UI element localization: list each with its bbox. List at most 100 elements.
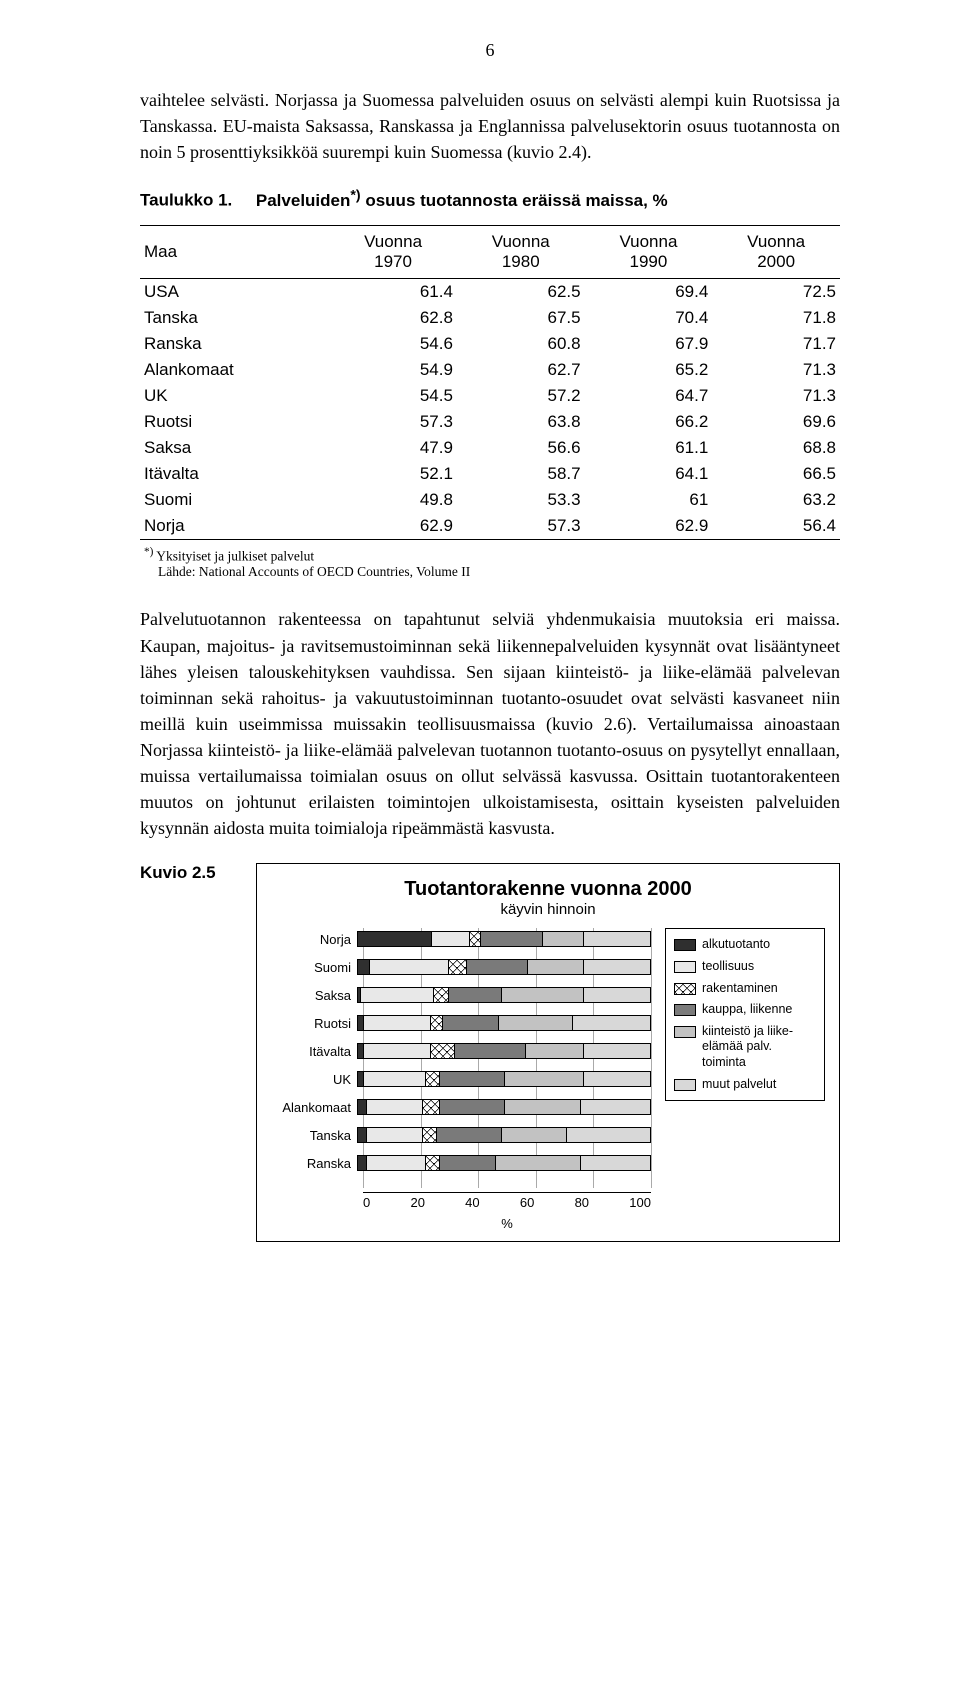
chart-bar-row: UK (271, 1068, 651, 1090)
chart-bar-row: Ruotsi (271, 1012, 651, 1034)
table-cell: 67.9 (585, 331, 713, 357)
table-cell: Alankomaat (140, 357, 329, 383)
chart-bar-row: Tanska (271, 1124, 651, 1146)
chart-x-label: % (363, 1216, 651, 1231)
table-cell: 71.3 (712, 357, 840, 383)
legend-item: kiinteistö ja liike-elämää palv. toimint… (674, 1024, 816, 1071)
legend-label: kauppa, liikenne (702, 1002, 792, 1018)
chart-segment-kiin (498, 1015, 572, 1031)
table-cell: 62.9 (329, 513, 457, 540)
legend-label: muut palvelut (702, 1077, 776, 1093)
chart-segment-alku (357, 959, 369, 975)
table-cell: 70.4 (585, 305, 713, 331)
table-cell: 64.7 (585, 383, 713, 409)
chart-segment-kaup (439, 1099, 504, 1115)
chart-segment-kaup (480, 931, 542, 947)
chart-segment-kiin (525, 1043, 584, 1059)
chart-x-tick: 80 (575, 1195, 589, 1210)
table-row: Itävalta52.158.764.166.5 (140, 461, 840, 487)
table-cell: 54.5 (329, 383, 457, 409)
table-cell: 52.1 (329, 461, 457, 487)
legend-item: teollisuus (674, 959, 816, 975)
table-cell: 57.3 (329, 409, 457, 435)
table-caption-rest: Palveluiden (256, 191, 350, 210)
table-cell: 61 (585, 487, 713, 513)
table-row: USA61.462.569.472.5 (140, 278, 840, 305)
chart-segment-kaup (466, 959, 528, 975)
chart-x-tick: 0 (363, 1195, 370, 1210)
legend-swatch (674, 1079, 696, 1091)
chart-segment-teol (366, 1099, 422, 1115)
chart-subtitle: käyvin hinnoin (271, 901, 825, 918)
legend-label: kiinteistö ja liike-elämää palv. toimint… (702, 1024, 816, 1071)
chart-category-label: Suomi (271, 960, 357, 975)
chart-x-tick: 40 (465, 1195, 479, 1210)
chart-x-axis: 020406080100 (271, 1192, 651, 1210)
table-cell: 61.4 (329, 278, 457, 305)
chart-segment-muut (580, 1155, 651, 1171)
chart-category-label: Tanska (271, 1128, 357, 1143)
table-caption: Taulukko 1. Palveluiden*) osuus tuotanno… (140, 187, 840, 211)
legend-label: rakentaminen (702, 981, 778, 997)
chart-label: Kuvio 2.5 (140, 863, 240, 883)
page-number: 6 (140, 40, 840, 61)
table-cell: Norja (140, 513, 329, 540)
chart-bar-row: Suomi (271, 956, 651, 978)
table-cell: 49.8 (329, 487, 457, 513)
chart-category-label: Ranska (271, 1156, 357, 1171)
table-cell: 58.7 (457, 461, 585, 487)
table-cell: Suomi (140, 487, 329, 513)
table-cell: USA (140, 278, 329, 305)
chart-segment-teol (363, 1015, 431, 1031)
table-cell: 72.5 (712, 278, 840, 305)
table-cell: 57.3 (457, 513, 585, 540)
table-cell: 71.3 (712, 383, 840, 409)
table-cell: 62.5 (457, 278, 585, 305)
chart-x-tick: 20 (410, 1195, 424, 1210)
chart-segment-muut (566, 1127, 651, 1143)
chart-segment-muut (583, 1043, 651, 1059)
chart-category-label: Alankomaat (271, 1100, 357, 1115)
table-cell: 47.9 (329, 435, 457, 461)
table-cell: 62.8 (329, 305, 457, 331)
table-row: Suomi49.853.36163.2 (140, 487, 840, 513)
chart-segment-rak (433, 987, 448, 1003)
chart-segment-kaup (439, 1155, 495, 1171)
table-header-cell: Maa (140, 225, 329, 278)
legend-item: rakentaminen (674, 981, 816, 997)
legend-swatch (674, 939, 696, 951)
chart-frame: Tuotantorakenne vuonna 2000 käyvin hinno… (256, 863, 840, 1242)
chart-bar-row: Itävalta (271, 1040, 651, 1062)
table-cell: 54.9 (329, 357, 457, 383)
chart-segment-teol (360, 987, 434, 1003)
table-row: Saksa47.956.661.168.8 (140, 435, 840, 461)
chart-title: Tuotantorakenne vuonna 2000 (271, 878, 825, 901)
table-row: Norja62.957.362.956.4 (140, 513, 840, 540)
chart-segment-muut (583, 959, 651, 975)
chart-segment-kiin (527, 959, 583, 975)
table-cell: 68.8 (712, 435, 840, 461)
chart-segment-rak (448, 959, 466, 975)
table-cell: 60.8 (457, 331, 585, 357)
table-header-cell: Vuonna1980 (457, 225, 585, 278)
table-cell: 57.2 (457, 383, 585, 409)
chart-category-label: UK (271, 1072, 357, 1087)
chart-segment-rak (430, 1015, 442, 1031)
table-cell: Ruotsi (140, 409, 329, 435)
table-cell: 54.6 (329, 331, 457, 357)
table-footnote: *) Yksityiset ja julkiset palvelut Lähde… (144, 546, 840, 581)
table-cell: 62.9 (585, 513, 713, 540)
table-cell: 64.1 (585, 461, 713, 487)
legend-item: alkutuotanto (674, 937, 816, 953)
table-cell: 63.2 (712, 487, 840, 513)
chart-segment-kiin (504, 1099, 580, 1115)
table-caption-tail: osuus tuotannosta eräissä maissa, % (361, 191, 668, 210)
chart-segment-kiin (542, 931, 583, 947)
table-cell: 62.7 (457, 357, 585, 383)
chart-segment-teol (366, 1155, 425, 1171)
chart-segment-muut (583, 1071, 651, 1087)
legend-swatch (674, 1026, 696, 1038)
chart-segment-alku (357, 1099, 366, 1115)
chart-bars-area: NorjaSuomiSaksaRuotsiItävaltaUKAlankomaa… (271, 928, 651, 1188)
data-table: MaaVuonna1970Vuonna1980Vuonna1990Vuonna2… (140, 225, 840, 540)
